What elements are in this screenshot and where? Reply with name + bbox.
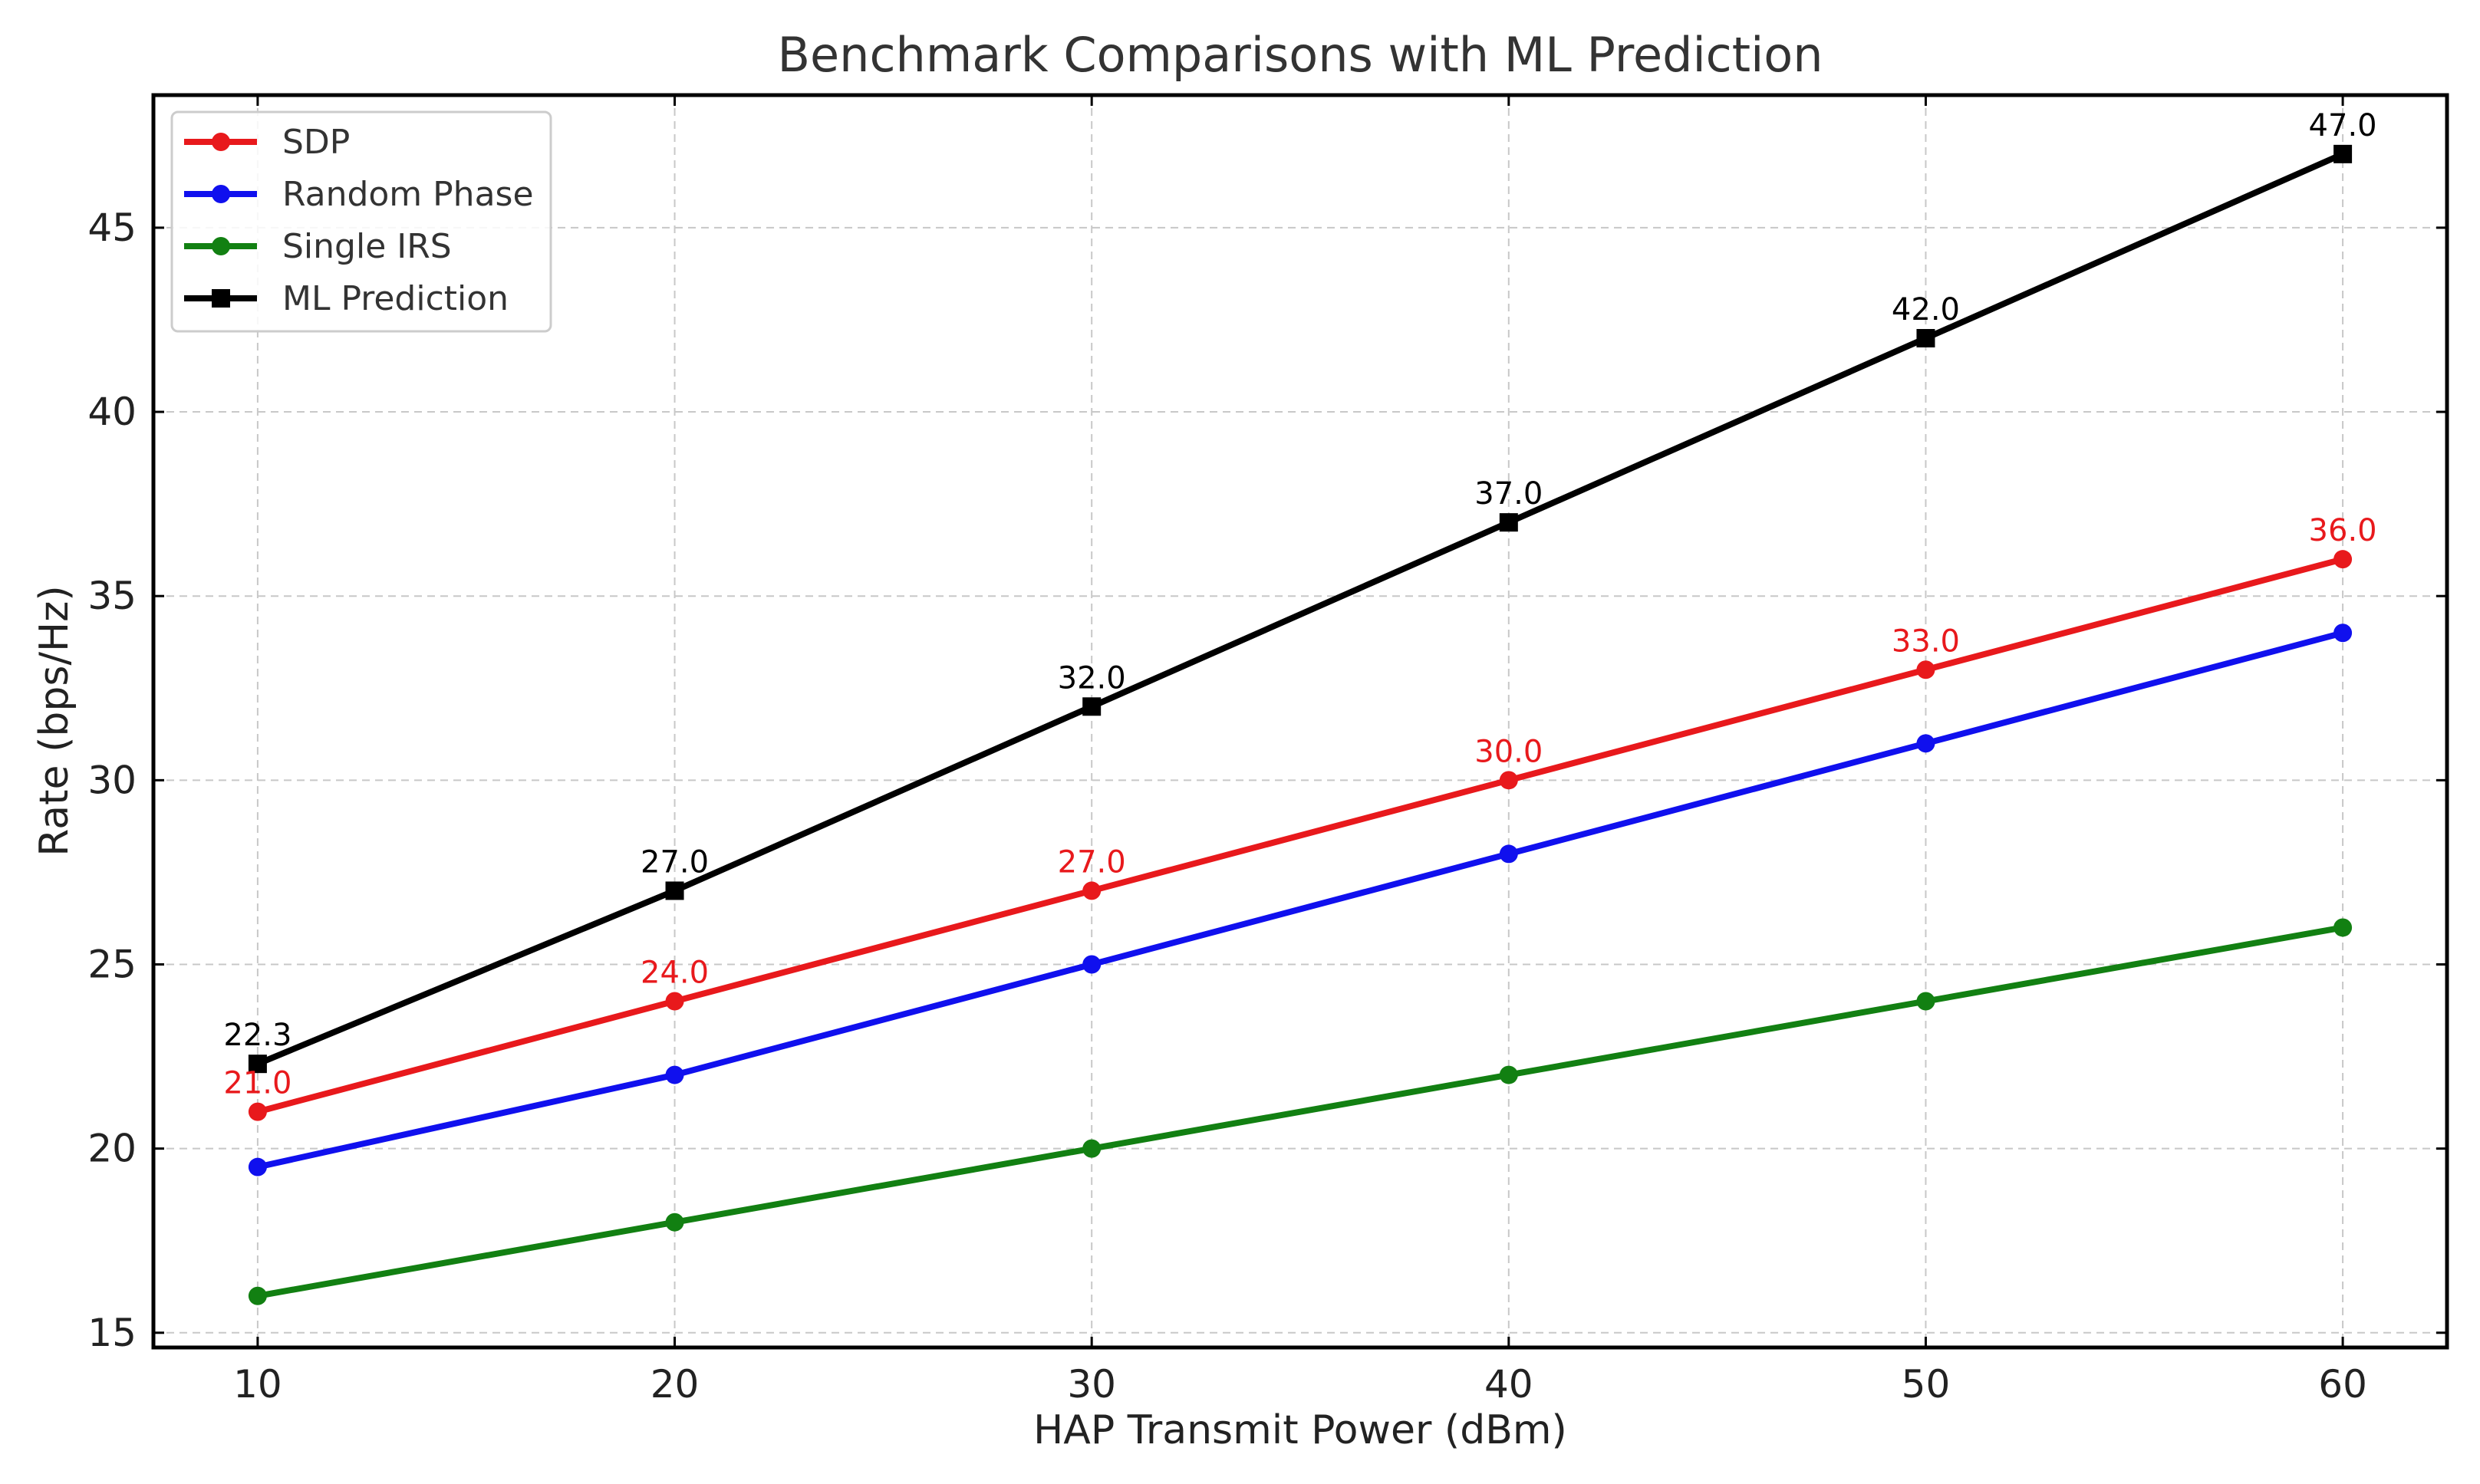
axis-ticks: 10 20 30 40 50 60 15 20 25 30 35 40 45: [87, 95, 2447, 1407]
series: [248, 144, 2353, 1305]
plot-area: [151, 93, 2449, 1350]
data-point-square: [665, 881, 684, 900]
legend-marker: [212, 237, 230, 255]
data-label-sdp: 21.0: [223, 1066, 291, 1101]
legend-box: [170, 110, 552, 333]
y-tick-label: 30: [87, 758, 137, 802]
data-label-sdp: 30.0: [1474, 734, 1543, 769]
data-label-ml-prediction: 42.0: [1892, 292, 1960, 327]
data-point: [1499, 1065, 1518, 1084]
data-point: [1082, 1139, 1102, 1158]
legend-label-random-phase: Random Phase: [282, 175, 534, 214]
legend-marker: [212, 185, 230, 203]
data-point: [665, 1065, 684, 1084]
chart-title: Benchmark Comparisons with ML Prediction: [777, 27, 1823, 83]
data-point: [1499, 844, 1518, 864]
data-point: [2333, 624, 2353, 643]
data-point: [665, 1213, 684, 1232]
data-point: [1499, 771, 1518, 790]
series-single-irs: [248, 918, 2353, 1305]
legend: SDP Random Phase Single IRS ML Prediction: [170, 110, 552, 333]
data-point: [1916, 992, 1935, 1011]
series-line-sdp: [254, 556, 2347, 1115]
data-point: [1916, 660, 1935, 679]
x-tick-label: 40: [1484, 1362, 1533, 1407]
legend-marker: [212, 133, 230, 151]
series-ml-prediction: [248, 144, 2353, 1074]
x-tick-label: 20: [650, 1362, 700, 1407]
data-label-ml-prediction: 27.0: [641, 844, 709, 880]
data-label-sdp: 24.0: [641, 956, 709, 991]
data-point: [665, 992, 684, 1011]
legend-label-single-irs: Single IRS: [282, 227, 452, 266]
x-tick-label: 30: [1067, 1362, 1116, 1407]
data-labels: 21.0 24.0 27.0 30.0 33.0 36.0 22.3 27.0 32.0 37.0…: [223, 108, 2376, 1101]
legend-marker-square: [212, 289, 230, 308]
series-line-ml-prediction: [254, 150, 2347, 1068]
y-tick-label: 45: [87, 206, 137, 250]
data-label-sdp: 36.0: [2309, 513, 2377, 548]
y-tick-label: 15: [87, 1311, 137, 1355]
series-sdp: [248, 550, 2353, 1121]
data-point: [1082, 955, 1102, 974]
x-axis-label: HAP Transmit Power (dBm): [1033, 1407, 1567, 1453]
series-line-random-phase: [254, 630, 2347, 1170]
data-point: [2333, 918, 2353, 937]
data-point: [248, 1157, 267, 1176]
data-point-square: [1082, 697, 1102, 716]
data-label-ml-prediction: 22.3: [223, 1018, 291, 1053]
x-tick-label: 10: [233, 1362, 282, 1407]
series-line-single-irs: [254, 924, 2347, 1299]
data-point: [1082, 881, 1102, 900]
data-label-sdp: 33.0: [1892, 624, 1960, 659]
data-point-square: [1916, 328, 1935, 347]
data-label-sdp: 27.0: [1058, 844, 1126, 880]
x-tick-label: 50: [1902, 1362, 1951, 1407]
y-tick-label: 25: [87, 942, 137, 986]
y-tick-label: 20: [87, 1127, 137, 1171]
data-label-ml-prediction: 32.0: [1058, 660, 1126, 696]
data-point: [248, 1286, 267, 1305]
data-point: [2333, 550, 2353, 569]
y-axis-label: Rate (bps/Hz): [31, 585, 77, 856]
data-point: [248, 1102, 267, 1121]
data-point-square: [2333, 144, 2353, 163]
data-label-ml-prediction: 47.0: [2309, 108, 2377, 143]
data-label-ml-prediction: 37.0: [1474, 476, 1543, 512]
x-tick-label: 60: [2318, 1362, 2367, 1407]
y-tick-label: 35: [87, 574, 137, 618]
data-point-square: [248, 1055, 267, 1074]
legend-label-sdp: SDP: [282, 123, 350, 162]
legend-label-ml-prediction: ML Prediction: [282, 279, 509, 318]
y-tick-label: 40: [87, 390, 137, 434]
data-point-square: [1499, 513, 1518, 532]
data-point: [1916, 734, 1935, 753]
series-random-phase: [248, 624, 2353, 1176]
